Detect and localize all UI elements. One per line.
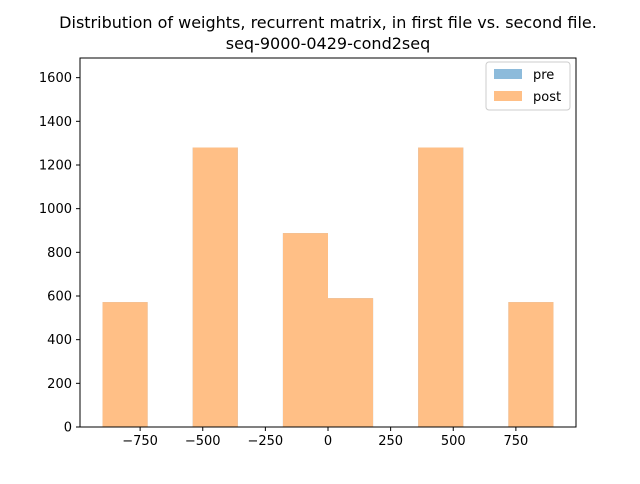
bar-post-0: [102, 302, 148, 427]
y-tick-label: 400: [47, 333, 72, 348]
legend-swatch-post: [494, 91, 522, 101]
bar-post-2: [282, 233, 328, 427]
chart-title: Distribution of weights, recurrent matri…: [59, 13, 597, 32]
legend-label-pre: pre: [533, 68, 554, 83]
y-tick-label: 0: [64, 421, 72, 436]
x-tick-label: 750: [503, 434, 528, 449]
bars-group: [102, 147, 554, 428]
x-tick-label: 250: [378, 434, 403, 449]
y-tick-label: 1400: [39, 115, 72, 130]
y-axis-ticks: 0 200 400 600 800 1000 1200 1400 1600: [39, 71, 80, 436]
legend-label-post: post: [533, 90, 561, 105]
x-tick-label: 0: [324, 434, 332, 449]
y-tick-label: 1200: [39, 158, 72, 173]
x-tick-label: −250: [248, 434, 284, 449]
y-tick-label: 200: [47, 377, 72, 392]
bar-post-3: [328, 298, 374, 427]
bar-post-1: [192, 147, 238, 428]
bar-post-5: [508, 302, 554, 427]
x-tick-label: 500: [441, 434, 466, 449]
x-tick-label: −500: [185, 434, 221, 449]
y-tick-label: 1600: [39, 71, 72, 86]
y-tick-label: 1000: [39, 202, 72, 217]
x-tick-label: −750: [122, 434, 158, 449]
y-tick-label: 600: [47, 289, 72, 304]
legend: pre post: [485, 61, 571, 111]
y-tick-label: 800: [47, 246, 72, 261]
chart-subtitle: seq-9000-0429-cond2seq: [226, 34, 431, 53]
bar-post-4: [418, 147, 464, 428]
x-axis-ticks: −750 −500 −250 0 250 500 750: [122, 427, 528, 449]
plot-frame: [79, 57, 577, 428]
legend-swatch-pre: [494, 69, 522, 79]
